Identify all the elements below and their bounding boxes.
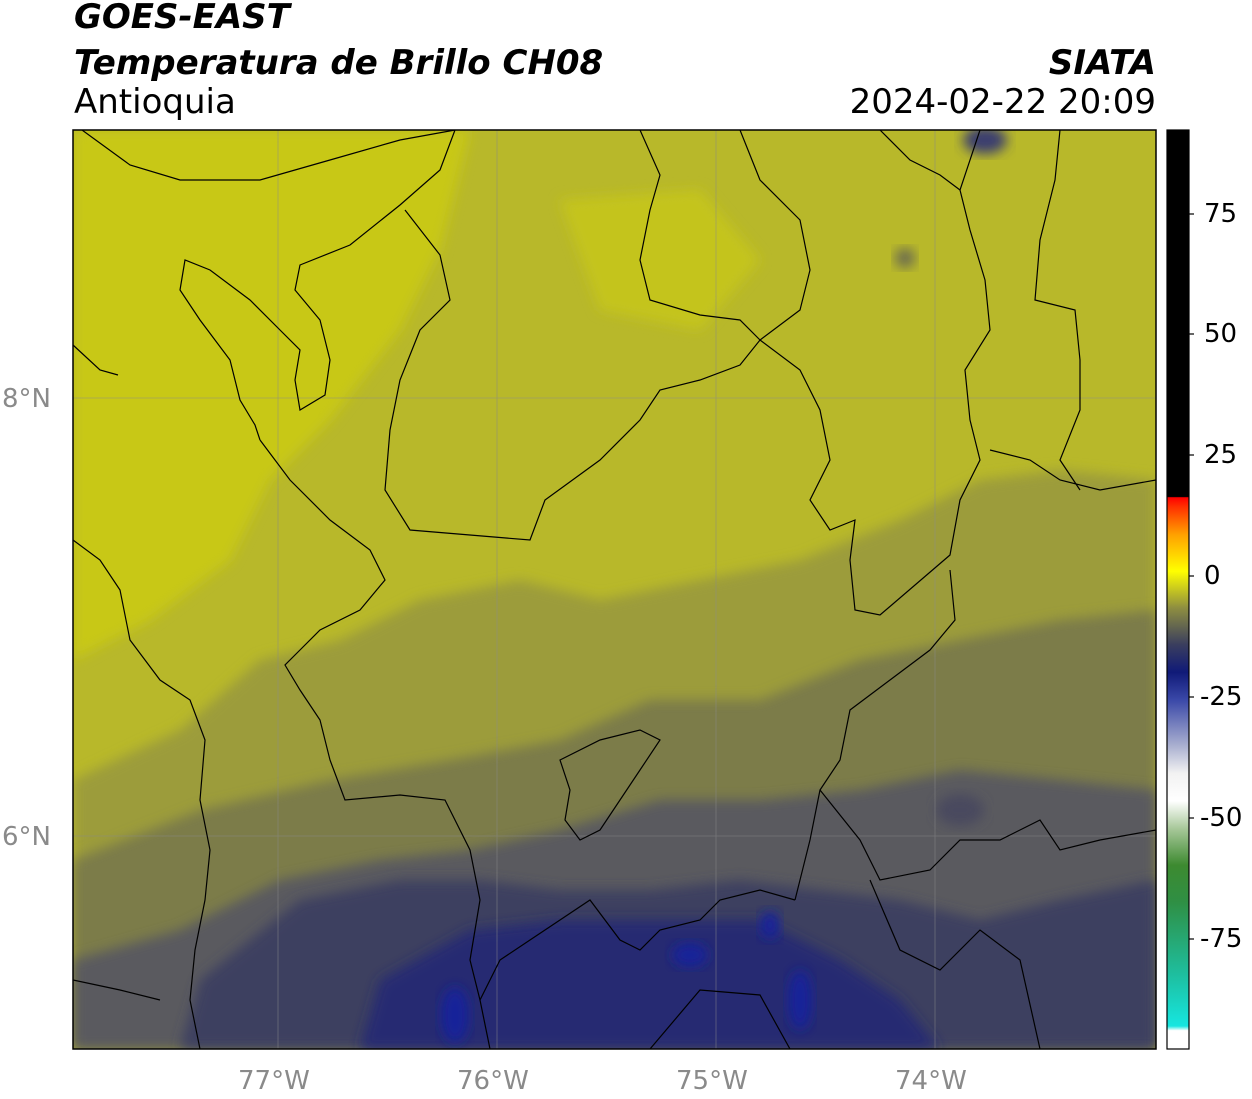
pacific-border [73,979,161,1001]
region-label: Antioquia [74,82,236,122]
colorbar-label-75: 75 [1204,199,1238,229]
colorbar-label-0: 0 [1204,561,1221,591]
field-warm-region-2 [560,190,760,330]
product-source-title: GOES-EAST [74,0,290,37]
gulf-of-uraba-coast [179,130,456,441]
east-lower-border [794,569,956,901]
colorbar [1166,129,1190,1050]
lon-label-76w: 76°W [457,1066,529,1096]
coastline [81,130,456,181]
field-warm-region [73,130,470,660]
south-border [649,989,791,1049]
brand-label: SIATA [1048,43,1156,83]
cold-cell-7 [936,794,984,826]
colorbar-label-50: 50 [1204,319,1238,349]
western-border-2 [73,539,211,1049]
colorbar-label-minus-50: -50 [1200,803,1243,833]
santander-border [989,449,1156,491]
western-coast [73,344,119,376]
colorbar-label-minus-25: -25 [1200,682,1243,712]
cold-cell-2 [672,943,708,967]
map-frame [72,129,1157,1050]
brightness-temperature-field [73,130,1156,1049]
lon-label-77w: 77°W [238,1066,310,1096]
boundaries [73,130,1156,1049]
boyaca-border [819,789,1156,881]
eastern-border [879,130,961,191]
cordoba-north [639,130,761,341]
cordoba-border [384,130,811,541]
colorbar-label-minus-75: -75 [1200,924,1243,954]
bolivar-border [759,130,991,616]
product-title: Temperatura de Brillo CH08 [74,43,604,83]
lon-label-75w: 75°W [676,1066,748,1096]
cold-cell-4 [788,970,812,1030]
lon-label-74w: 74°W [895,1066,967,1096]
aburra-valley-outline [559,729,661,841]
gridlines [73,130,1156,1049]
cold-cell-3 [760,911,780,939]
choco-border [259,439,491,1049]
colorbar-label-25: 25 [1204,440,1238,470]
lat-label-8n: 8°N [2,384,51,414]
cold-cell-6 [895,248,915,268]
magdalena-river [1034,130,1081,491]
lat-label-6n: 6°N [2,822,51,852]
timestamp: 2024-02-22 20:09 [849,82,1156,122]
cold-cell-1 [441,987,469,1043]
caldas-border [479,889,796,1001]
tolima-border [869,879,1041,1049]
colorbar-ticks [1189,213,1194,940]
